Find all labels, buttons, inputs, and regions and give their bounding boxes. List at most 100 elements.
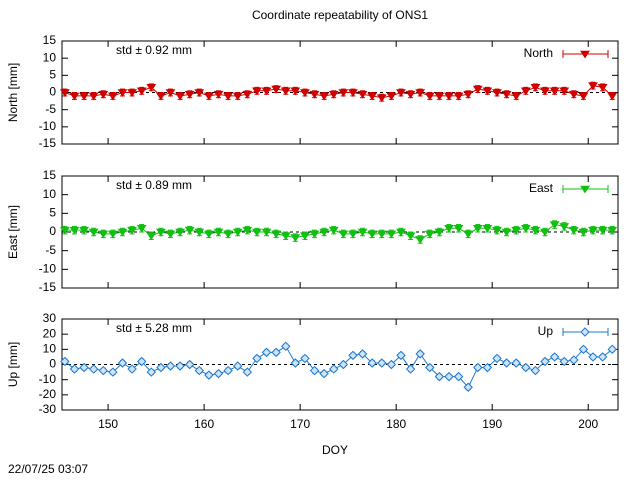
marker (530, 84, 541, 92)
marker (271, 85, 282, 94)
marker (88, 228, 99, 237)
marker (59, 226, 70, 235)
marker (290, 358, 301, 368)
marker (309, 365, 320, 376)
marker (386, 92, 397, 101)
marker (233, 361, 243, 371)
marker (530, 365, 541, 376)
marker (146, 367, 157, 377)
marker (549, 352, 560, 362)
marker (501, 90, 512, 99)
marker (434, 228, 445, 237)
marker (213, 368, 224, 379)
marker (98, 230, 109, 239)
marker (578, 228, 589, 237)
marker (223, 230, 234, 239)
marker (444, 92, 454, 101)
marker (444, 371, 454, 382)
y-tick-label: -20 (39, 387, 57, 401)
marker (453, 92, 464, 101)
marker (204, 230, 214, 239)
marker (415, 349, 425, 359)
marker (492, 226, 502, 235)
y-axis-label: Up [mm] (6, 342, 20, 387)
marker (559, 356, 569, 367)
marker (309, 230, 320, 239)
marker (472, 85, 483, 94)
marker (184, 226, 195, 235)
y-tick-label: 15 (43, 33, 57, 47)
marker (165, 230, 176, 239)
y-tick-label: 0 (49, 357, 56, 371)
marker (338, 359, 349, 370)
y-tick-label: 5 (49, 68, 56, 82)
marker (117, 89, 128, 98)
marker (568, 226, 579, 235)
y-tick-label: 10 (43, 50, 57, 64)
y-tick-label: 0 (49, 85, 56, 99)
marker (520, 224, 531, 233)
marker (194, 228, 205, 237)
marker (559, 223, 570, 231)
marker (300, 353, 310, 364)
marker (328, 90, 339, 99)
marker (146, 232, 157, 241)
marker (290, 234, 301, 243)
y-tick-label: 20 (43, 326, 57, 340)
marker (300, 232, 310, 241)
x-tick-label: 170 (290, 417, 310, 431)
marker (328, 226, 339, 235)
marker (511, 226, 522, 235)
y-tick-label: -5 (45, 243, 56, 257)
marker (376, 230, 387, 239)
marker (367, 92, 378, 101)
marker (69, 92, 80, 101)
annotation: std ± 5.28 mm (116, 321, 192, 335)
marker (511, 92, 522, 101)
marker (377, 358, 387, 368)
marker (501, 358, 512, 368)
marker (204, 370, 214, 380)
marker (453, 371, 464, 382)
marker (232, 92, 243, 101)
marker (319, 92, 330, 101)
marker (319, 228, 330, 237)
marker (194, 365, 205, 376)
marker (367, 230, 378, 239)
marker (473, 362, 483, 373)
marker (597, 352, 608, 362)
marker (424, 92, 435, 101)
marker (223, 92, 234, 101)
marker (348, 350, 358, 361)
marker (597, 84, 608, 92)
marker (127, 89, 138, 98)
y-tick-label: -10 (39, 119, 57, 133)
marker (165, 361, 176, 371)
marker (348, 89, 358, 98)
marker (607, 226, 618, 235)
y-tick-label: -30 (39, 402, 57, 416)
marker (521, 362, 531, 373)
marker (69, 226, 80, 235)
y-tick-label: 30 (43, 311, 57, 325)
marker (357, 228, 368, 237)
marker (386, 230, 397, 239)
marker (88, 364, 99, 374)
marker (415, 89, 426, 98)
marker (319, 368, 329, 379)
y-tick-label: -15 (39, 136, 57, 150)
marker (60, 356, 70, 367)
marker (348, 230, 358, 239)
legend-label: East (529, 181, 554, 195)
marker (549, 221, 560, 230)
marker (549, 87, 560, 96)
marker (242, 90, 253, 99)
marker (252, 87, 262, 96)
marker (213, 90, 224, 99)
marker (280, 87, 291, 96)
series-line (64, 223, 613, 241)
marker (127, 364, 137, 374)
y-tick-label: 0 (49, 224, 56, 238)
marker (501, 228, 512, 237)
